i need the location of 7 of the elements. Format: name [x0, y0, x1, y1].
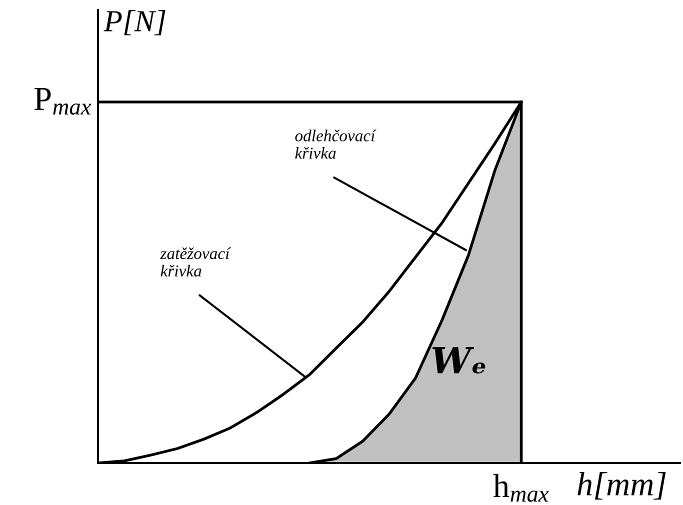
annotation: Wₑ — [432, 346, 486, 374]
y-axis-title: P[N] — [104, 10, 166, 36]
x-axis-title: h[mm] — [578, 472, 666, 500]
annotation: odlehčovací křivka — [295, 130, 376, 159]
text: h$_{max}$ — [493, 474, 549, 502]
annotation: zatěžovací křivka — [160, 247, 231, 277]
ref-line-label: P$_{max}$ — [34, 88, 92, 115]
